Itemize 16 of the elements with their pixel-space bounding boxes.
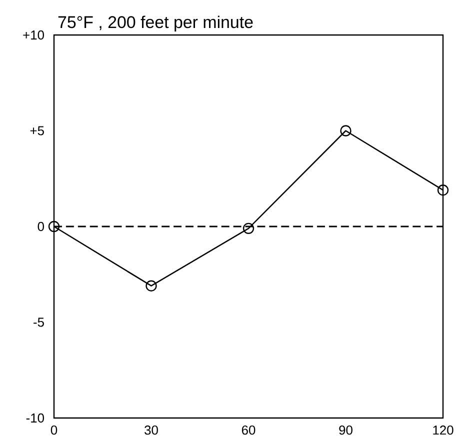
point xyxy=(340,125,352,136)
x-tick-label: 120 xyxy=(433,426,454,435)
chart-title: 75°F , 200 feet per minute xyxy=(58,16,253,32)
point xyxy=(146,280,157,292)
x-tick-label: 30 xyxy=(144,426,158,435)
point xyxy=(242,222,254,234)
point xyxy=(437,184,449,196)
x-tick-label: 0 xyxy=(50,426,58,435)
y-tick-label: -5 xyxy=(34,318,44,327)
x-tick-label: 60 xyxy=(242,426,256,435)
x-tick-label: 90 xyxy=(339,426,352,435)
y-tick-label: +10 xyxy=(23,30,44,40)
point xyxy=(48,220,60,232)
y-tick-label: -10 xyxy=(26,413,44,423)
y-tick-label: 0 xyxy=(38,222,44,232)
y-tick-label: +5 xyxy=(30,126,44,136)
